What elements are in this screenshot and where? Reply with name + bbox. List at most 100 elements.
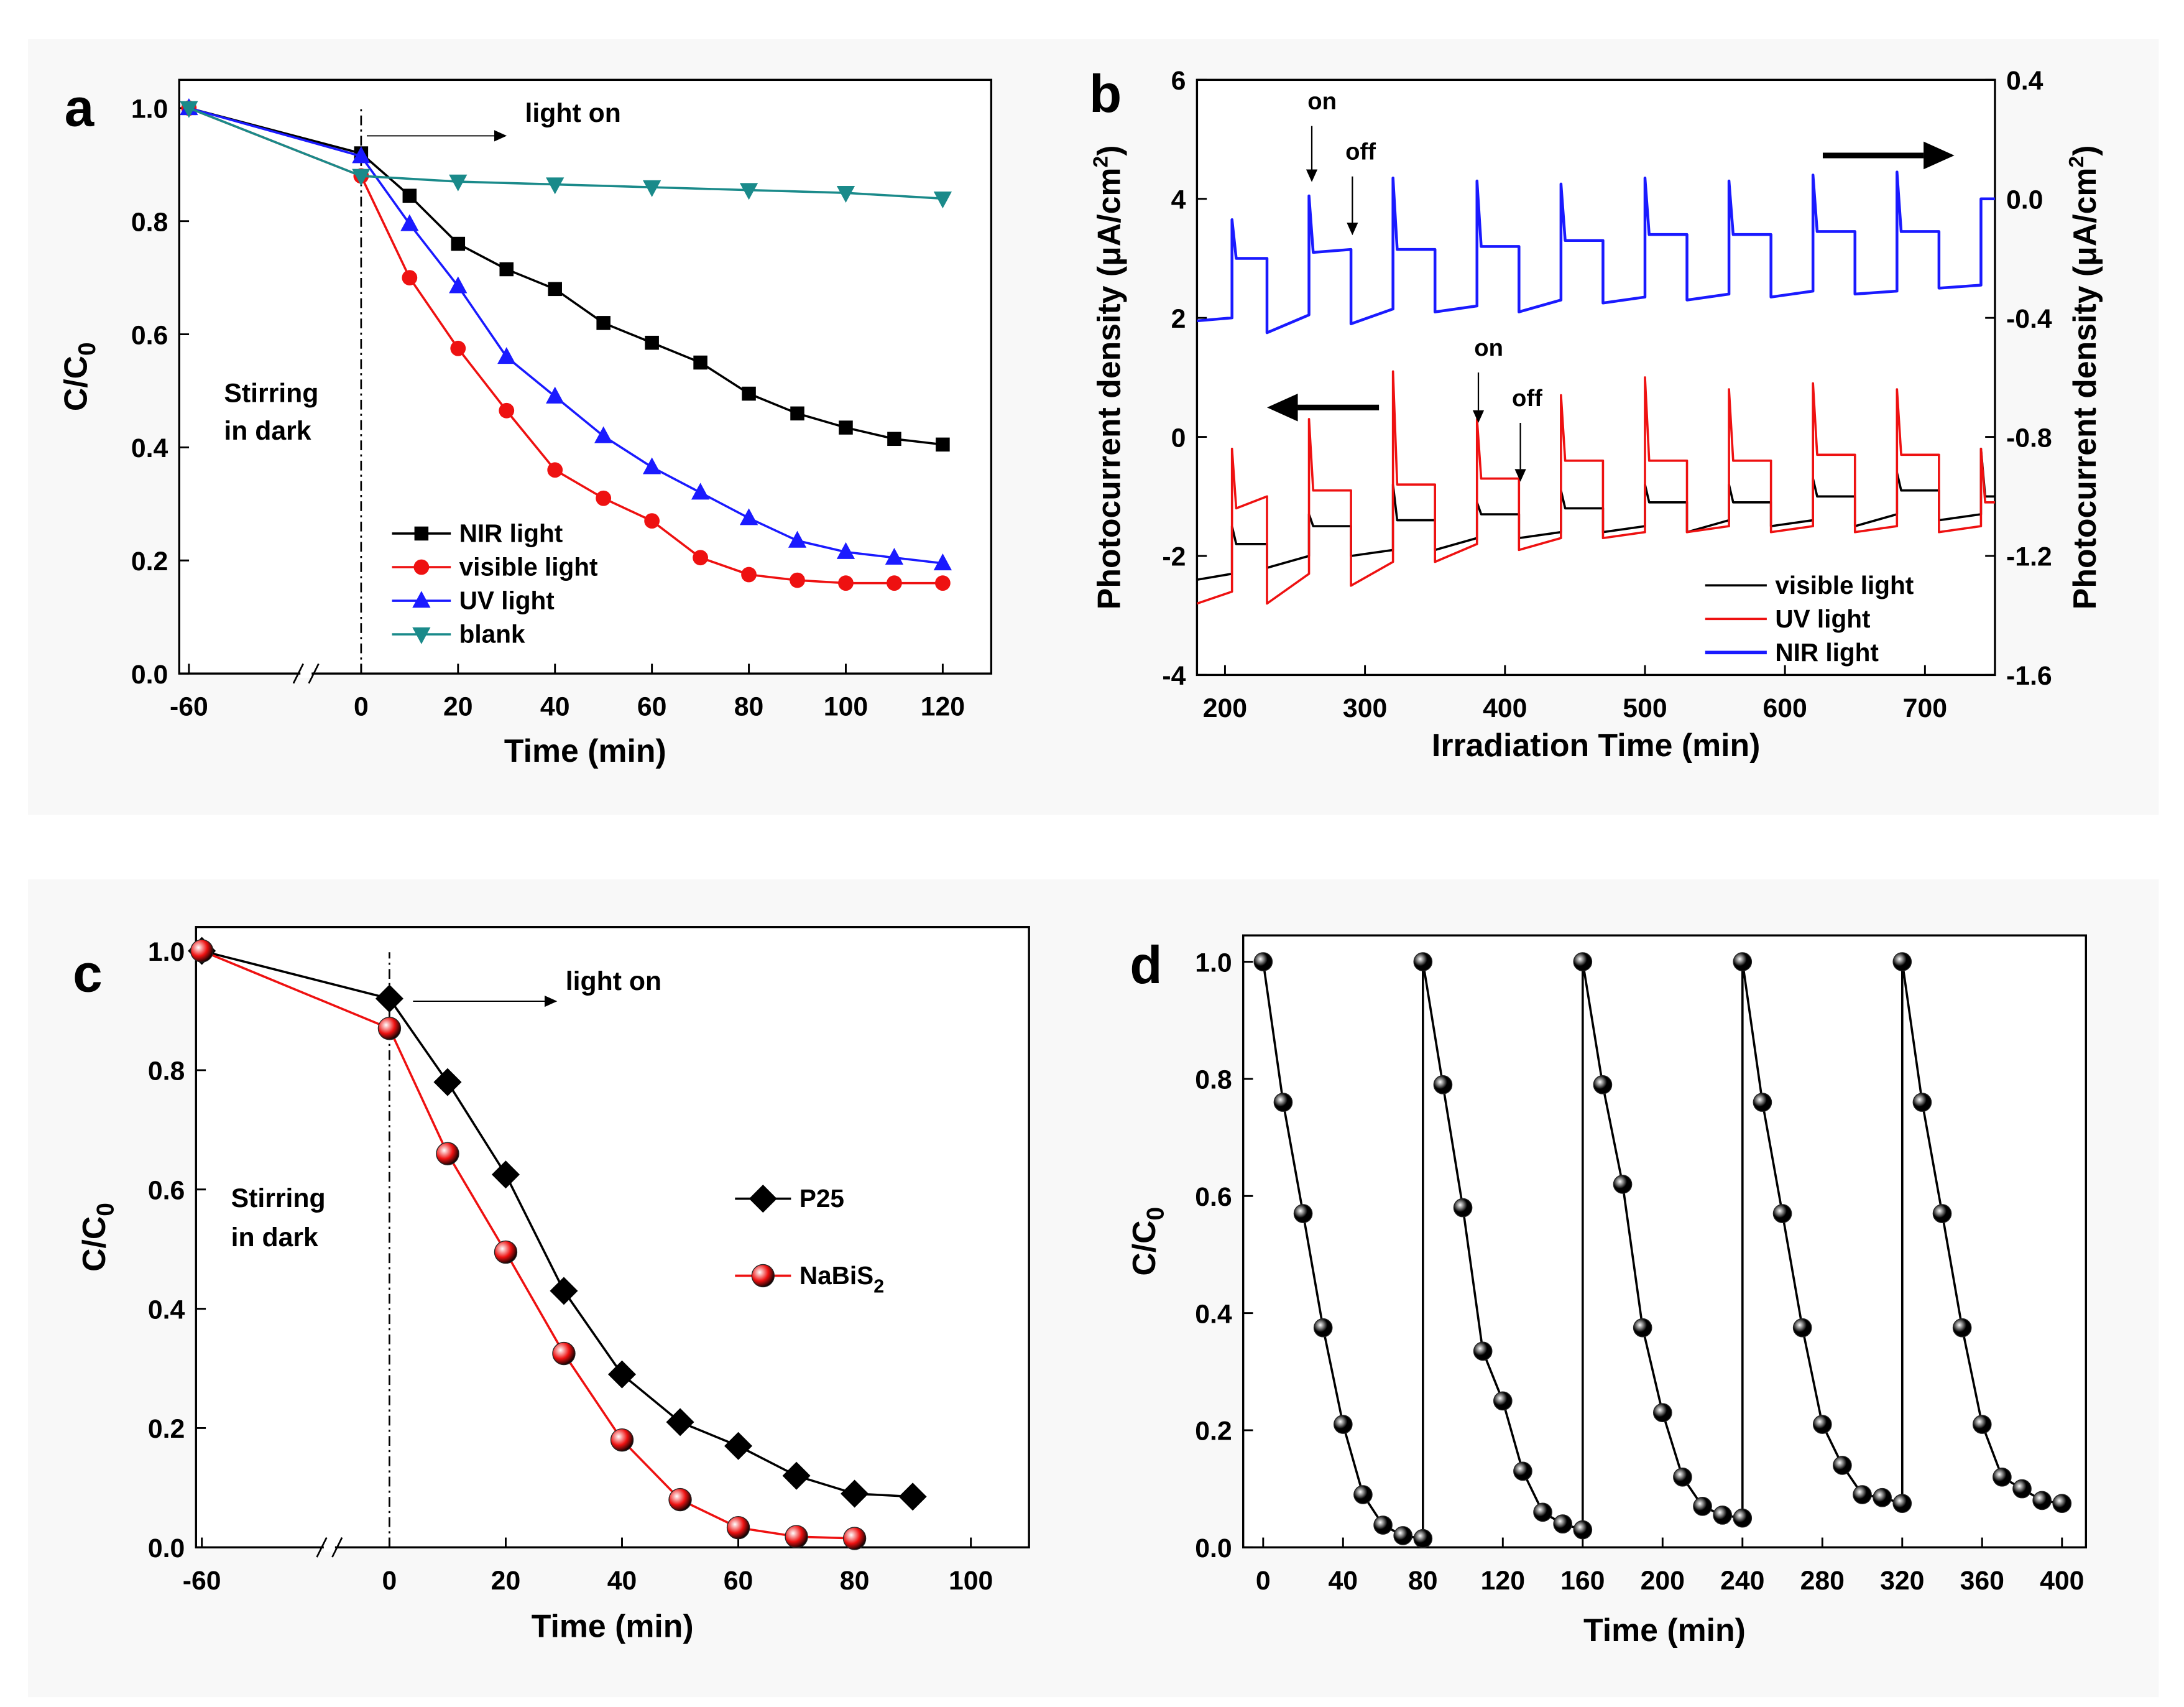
plot-area <box>1243 935 2086 1548</box>
marker <box>1513 1461 1532 1481</box>
x-tick-label: 80 <box>840 1566 870 1596</box>
marker <box>887 575 902 591</box>
marker <box>1932 1204 1952 1223</box>
marker <box>1533 1502 1552 1522</box>
marker <box>413 559 430 575</box>
marker <box>1912 1093 1932 1112</box>
x-tick-label: 200 <box>1641 1566 1685 1596</box>
x-tick-label: 80 <box>734 692 764 722</box>
plot-area <box>179 80 992 674</box>
series-line <box>1196 370 1995 605</box>
marker <box>1873 1487 1892 1507</box>
marker <box>785 1525 808 1548</box>
marker <box>1553 1514 1572 1534</box>
annotation: on <box>1474 335 1503 361</box>
axis-break-gap <box>323 1543 335 1552</box>
y-tick-label: 1.0 <box>1195 948 1232 978</box>
panel-letter: b <box>1089 65 1122 124</box>
marker <box>885 547 904 565</box>
x-tick-label: 280 <box>1800 1566 1845 1596</box>
y2-tick-label: -0.8 <box>2006 423 2052 453</box>
marker <box>1473 1341 1493 1361</box>
y2-tick-label: 0.4 <box>2006 66 2043 96</box>
y-axis-label: Photocurrent density (μA/cm2) <box>1089 146 1127 610</box>
marker <box>788 530 807 548</box>
y2-tick-label: -1.6 <box>2006 661 2052 691</box>
marker <box>790 406 804 421</box>
marker <box>352 146 371 164</box>
y-tick-label: -4 <box>1162 661 1186 691</box>
marker <box>642 457 661 474</box>
x-tick-label: 400 <box>2040 1566 2084 1596</box>
y2-axis-label: Photocurrent density (μA/cm2) <box>2065 146 2103 610</box>
x-axis-label: Irradiation Time (min) <box>1432 727 1760 763</box>
marker <box>414 526 429 541</box>
annotation: light on <box>566 966 661 996</box>
x-tick-label: 60 <box>637 692 667 722</box>
plot-frame <box>1242 934 2087 1548</box>
marker <box>1293 1204 1313 1223</box>
marker <box>1652 1403 1672 1423</box>
marker <box>2052 1494 2072 1513</box>
panel-letter: c <box>73 944 103 1003</box>
marker <box>1733 1508 1753 1528</box>
marker <box>1733 952 1753 971</box>
marker <box>933 192 952 209</box>
marker <box>450 340 466 356</box>
panel-letter: a <box>65 79 95 138</box>
marker <box>451 236 466 251</box>
y-tick-label: 0.8 <box>148 1057 185 1086</box>
axis-break <box>331 1537 343 1558</box>
y-tick-label: 0.6 <box>1195 1182 1232 1212</box>
plot-frame <box>178 78 993 675</box>
marker <box>841 1479 869 1508</box>
series-line <box>188 107 943 585</box>
x-tick-label: 500 <box>1623 693 1667 723</box>
marker <box>935 575 951 591</box>
marker <box>547 462 563 478</box>
x-tick-label: 200 <box>1203 693 1247 723</box>
y-tick-label: 0 <box>1171 423 1186 453</box>
series-line <box>188 107 943 446</box>
marker <box>546 177 564 195</box>
x-tick-label: -60 <box>183 1566 221 1596</box>
y-tick-label: 6 <box>1171 66 1186 96</box>
y-tick-label: 4 <box>1171 185 1186 215</box>
legend-label: UV light <box>459 586 555 615</box>
y-axis-label: C/C0 <box>58 342 101 411</box>
legend-label: NaBiS2 <box>799 1261 884 1297</box>
marker <box>607 1360 637 1389</box>
marker <box>790 572 805 588</box>
marker <box>1633 1318 1652 1338</box>
x-tick-label: 60 <box>724 1566 753 1596</box>
marker <box>898 1483 927 1511</box>
marker <box>1393 1526 1412 1545</box>
plot-area <box>1197 80 1995 675</box>
y-tick-label: 0.0 <box>131 660 168 690</box>
y-tick-label: 0.8 <box>131 207 168 237</box>
marker <box>693 355 707 370</box>
y-tick-label: 0.2 <box>1195 1417 1232 1446</box>
marker <box>726 1515 750 1540</box>
legend-label: visible light <box>459 553 598 581</box>
y-tick-label: 1.0 <box>131 95 168 124</box>
marker <box>836 185 855 203</box>
marker <box>499 262 514 277</box>
legend-label: visible light <box>1775 571 1914 599</box>
marker <box>1833 1456 1852 1475</box>
marker <box>668 1487 692 1512</box>
arrow-head <box>1514 469 1526 482</box>
marker <box>693 550 708 566</box>
annotation: in dark <box>224 416 311 446</box>
arrow-head <box>1347 223 1358 236</box>
y-tick-label: 1.0 <box>148 937 185 967</box>
arrow-head <box>1472 410 1485 423</box>
plot-area <box>196 927 1030 1548</box>
marker <box>412 591 431 608</box>
x-tick-label: 40 <box>1329 1566 1358 1596</box>
marker <box>494 1240 518 1264</box>
x-tick-label: 20 <box>443 692 473 722</box>
y-tick-label: 0.2 <box>131 547 168 576</box>
